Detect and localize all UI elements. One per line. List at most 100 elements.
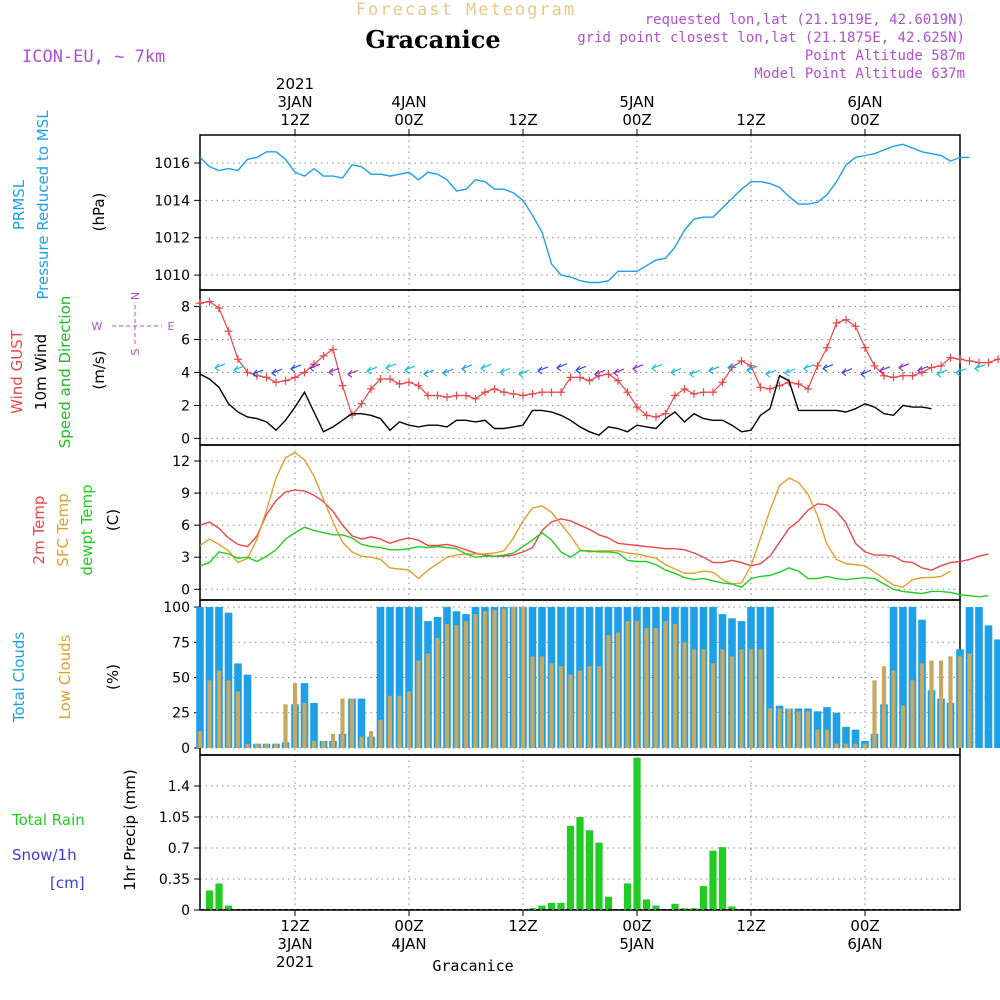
low-cloud-bar-10 xyxy=(292,683,298,748)
precip-ytick-label-0: 0 xyxy=(181,903,190,919)
top-time-label-0-0: 2021 xyxy=(276,75,314,93)
low-cloud-bar-45 xyxy=(625,621,630,748)
wind-arrow-74 xyxy=(898,363,910,369)
wind-arrowhead-32 xyxy=(499,368,505,376)
temp-ytick-label-2: 6 xyxy=(181,518,190,534)
bottom-time-label-3-0: 00Z xyxy=(622,917,651,935)
low-cloud-bar-13 xyxy=(321,740,326,748)
wind-ytick-label-2: 4 xyxy=(181,365,190,381)
top-time-label-1-1: 00Z xyxy=(394,111,423,129)
low-cloud-bar-38 xyxy=(558,666,564,748)
bottom-time-label-1-1: 4JAN xyxy=(391,935,426,953)
low-cloud-bar-22 xyxy=(406,691,412,748)
low-cloud-bar-35 xyxy=(530,656,535,748)
wind-line xyxy=(199,373,932,436)
rain-bar-36 xyxy=(538,905,546,910)
wind-arrow-40 xyxy=(575,365,587,371)
wind-arrow-22 xyxy=(404,365,416,371)
low-cloud-bar-0 xyxy=(197,731,203,748)
wind-label-gust: Wind GUST xyxy=(8,329,26,414)
total-cloud-bar-60 xyxy=(766,607,774,748)
precip-label-cm: [cm] xyxy=(50,874,85,892)
wind-arrowhead-12 xyxy=(309,363,315,372)
low-cloud-bar-37 xyxy=(549,663,554,748)
wind-arrow-30 xyxy=(480,363,492,369)
low-cloud-bar-6 xyxy=(254,743,260,748)
total-cloud-bar-82 xyxy=(975,607,983,748)
wind-arrowhead-6 xyxy=(252,369,258,378)
precip-ytick-label-1: 0.35 xyxy=(159,872,190,888)
low-cloud-bar-65 xyxy=(815,729,820,748)
total-cloud-bar-1 xyxy=(205,607,214,748)
low-cloud-bar-32 xyxy=(501,608,507,748)
precip-label-rain: Total Rain xyxy=(11,811,85,829)
total-cloud-bar-68 xyxy=(842,726,850,748)
low-cloud-bar-63 xyxy=(796,711,801,748)
low-cloud-bar-58 xyxy=(748,649,754,748)
wind-ytick-label-0: 0 xyxy=(181,431,190,447)
clouds-ytick-label-2: 50 xyxy=(172,671,190,687)
wind-arrowhead-22 xyxy=(404,365,410,374)
gridpoint-coords: grid point closest lon,lat (21.1875E, 42… xyxy=(577,30,965,46)
low-cloud-bar-47 xyxy=(644,628,649,748)
clouds-label-total: Total Clouds xyxy=(10,632,28,724)
low-cloud-bar-25 xyxy=(435,638,440,748)
total-cloud-bar-17 xyxy=(357,698,366,748)
wind-arrowhead-10 xyxy=(290,364,296,373)
wind-ytick-label-1: 2 xyxy=(181,398,190,414)
location-title: Gracanice xyxy=(365,25,500,54)
low-cloud-bar-54 xyxy=(710,663,716,748)
wind-arrowhead-66 xyxy=(822,364,828,372)
wind-arrowhead-50 xyxy=(670,368,676,377)
rain-bar-46 xyxy=(633,757,641,910)
low-cloud-bar-9 xyxy=(283,704,288,748)
sfc-temp-line xyxy=(199,451,951,588)
wind-arrow-8 xyxy=(271,368,283,374)
bottom-time-label-4-0: 12Z xyxy=(736,917,765,935)
bottom-time-label-2-0: 12Z xyxy=(508,917,537,935)
low-cloud-bar-78 xyxy=(938,660,944,748)
requested-coords: requested lon,lat (21.1919E, 42.6019N) xyxy=(645,12,965,28)
temp-ytick-label-1: 3 xyxy=(181,550,190,566)
low-cloud-bar-57 xyxy=(739,649,744,748)
temp-ytick-label-3: 9 xyxy=(181,486,190,502)
pressure-line xyxy=(199,143,970,284)
wind-ytick-label-3: 6 xyxy=(181,332,190,348)
rain-bar-39 xyxy=(566,825,575,910)
rain-bar-50 xyxy=(671,903,679,910)
low-cloud-bar-7 xyxy=(264,743,269,748)
bottom-time-label-5-0: 00Z xyxy=(850,917,879,935)
wind-arrow-62 xyxy=(784,368,796,374)
top-time-label-3-0: 5JAN xyxy=(619,93,654,111)
pressure-ytick-label-1: 1012 xyxy=(154,231,190,247)
low-cloud-bar-34 xyxy=(520,607,526,748)
wind-arrowhead-82 xyxy=(974,364,980,373)
rain-bar-37 xyxy=(547,902,556,910)
dewpt-line xyxy=(199,526,989,598)
rain-bar-48 xyxy=(652,905,660,910)
wind-arrow-6 xyxy=(252,369,264,375)
low-cloud-bar-12 xyxy=(311,740,317,748)
compass-n: N xyxy=(129,292,142,300)
wind-arrow-66 xyxy=(822,363,834,370)
temp-label-2m: 2m Temp xyxy=(30,496,48,565)
wind-unit: (m/s) xyxy=(90,350,108,389)
low-cloud-bar-27 xyxy=(454,625,459,748)
wind-arrowhead-54 xyxy=(708,366,714,375)
wind-arrow-10 xyxy=(290,364,302,370)
clouds-ytick-label-0: 0 xyxy=(181,741,190,757)
low-cloud-bar-64 xyxy=(805,711,811,748)
plot-layer: 1010 1012 1014 1016 0 2 4 6 8 0 3 6 9 12 0 25 50 75 100 0 0.… xyxy=(154,75,1000,971)
wind-arrowhead-16 xyxy=(347,369,353,378)
wind-label-10m: 10m Wind xyxy=(32,334,50,410)
temp-ytick-label-4: 12 xyxy=(172,454,190,470)
wind-arrowhead-2 xyxy=(214,363,220,372)
clouds-unit: (%) xyxy=(104,664,122,690)
low-cloud-bar-77 xyxy=(929,660,934,748)
low-cloud-bar-19 xyxy=(378,719,383,748)
wind-arrow-54 xyxy=(708,366,720,372)
wind-arrow-28 xyxy=(461,364,473,370)
wind-arrow-14 xyxy=(328,367,340,373)
product-title: Forecast Meteogram xyxy=(356,0,576,20)
top-time-label-5-1: 00Z xyxy=(850,111,879,129)
